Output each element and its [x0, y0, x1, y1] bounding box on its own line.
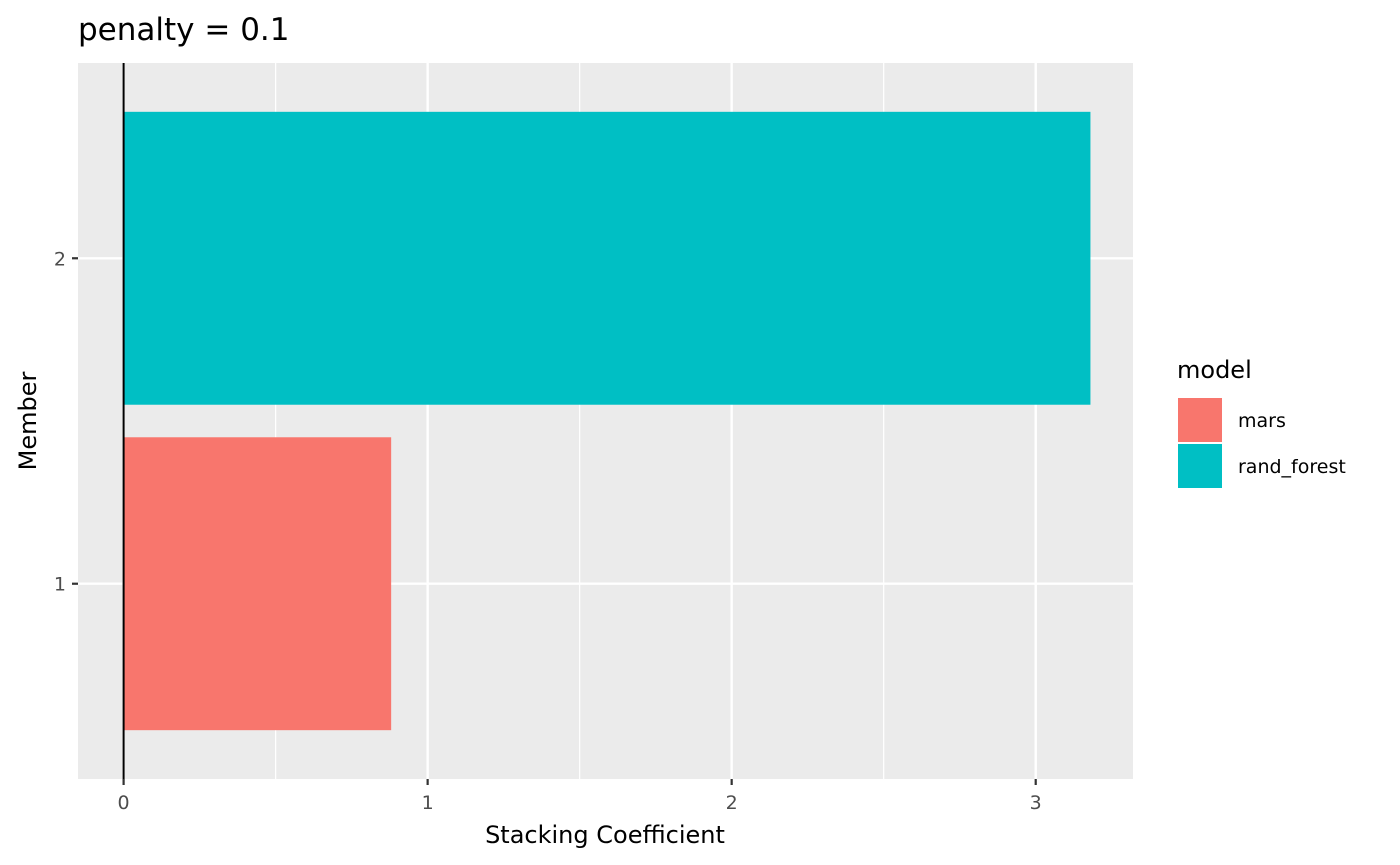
- legend-title: model: [1177, 356, 1252, 384]
- x-tick-label: 0: [118, 792, 130, 814]
- y-axis-title: Member: [14, 372, 42, 471]
- x-tick-label: 2: [726, 792, 738, 814]
- chart-title: penalty = 0.1: [78, 12, 290, 48]
- bars: [123, 111, 1091, 731]
- y-axis: 12: [54, 248, 78, 596]
- x-axis: 0 1 2 3: [118, 779, 1042, 814]
- legend-key-rand_forest: [1178, 444, 1222, 488]
- bar-member-1: [123, 437, 392, 731]
- legend: model mars rand_forest: [1177, 356, 1346, 488]
- legend-key-mars: [1178, 398, 1222, 442]
- bar-member-2: [123, 111, 1091, 405]
- legend-label: mars: [1238, 410, 1286, 432]
- y-tick-label: 1: [54, 574, 66, 596]
- legend-label: rand_forest: [1238, 456, 1346, 478]
- x-axis-title: Stacking Coefficient: [485, 821, 725, 849]
- x-tick-label: 3: [1030, 792, 1042, 814]
- y-tick-label: 2: [54, 248, 66, 270]
- x-tick-label: 1: [422, 792, 434, 814]
